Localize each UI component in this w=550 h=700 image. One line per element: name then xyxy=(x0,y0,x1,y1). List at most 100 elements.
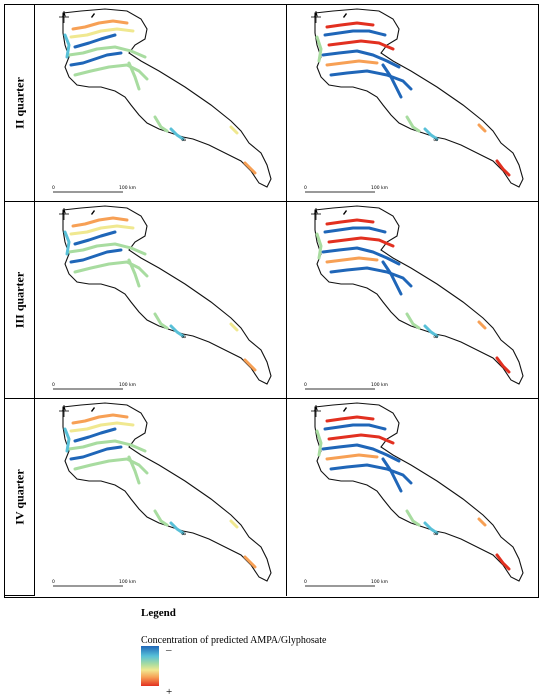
river-segment xyxy=(63,33,71,59)
river-segment xyxy=(405,312,421,330)
region-outline xyxy=(314,205,524,385)
river-segment xyxy=(153,115,169,133)
river-segment xyxy=(73,63,149,81)
river-segment xyxy=(69,51,123,67)
small-mark-icon xyxy=(343,210,347,215)
north-arrow-icon xyxy=(59,405,69,417)
river-segment xyxy=(169,324,185,338)
river-segment xyxy=(73,457,149,475)
region-outline xyxy=(62,205,272,385)
river-segment xyxy=(69,421,135,433)
row-label-1: II quarter xyxy=(5,5,35,202)
river-segment xyxy=(69,224,135,236)
region-outline xyxy=(314,402,524,582)
river-segment xyxy=(327,39,395,51)
river-segment xyxy=(73,230,117,246)
river-segment xyxy=(325,256,379,264)
north-arrow-icon xyxy=(59,11,69,23)
river-segment xyxy=(477,517,487,527)
river-segment xyxy=(381,260,403,296)
row-label-text: IV quarter xyxy=(12,469,26,525)
river-segment xyxy=(229,322,239,332)
legend-low-symbol: – xyxy=(166,644,172,656)
region-outline xyxy=(62,8,272,188)
row-label-text: III quarter xyxy=(12,271,26,329)
river-segment xyxy=(323,423,387,431)
river-segment xyxy=(153,509,169,527)
scale-bar-end-label: 100 km xyxy=(119,579,136,585)
river-segment xyxy=(321,49,401,69)
north-arrow-icon xyxy=(311,208,321,220)
scale-bar-end-label: 100 km xyxy=(119,382,136,388)
river-segment xyxy=(243,555,257,569)
river-segment xyxy=(477,320,487,330)
legend-high-symbol: + xyxy=(166,686,173,698)
small-mark-icon xyxy=(343,407,347,412)
river-segment xyxy=(243,161,257,175)
river-segment xyxy=(67,439,147,453)
river-segment xyxy=(73,427,117,443)
river-segment xyxy=(153,312,169,330)
river-segment xyxy=(329,266,413,288)
river-segment xyxy=(323,226,387,234)
legend-color-ramp xyxy=(141,646,159,686)
river-segment xyxy=(405,509,421,527)
river-segment xyxy=(495,356,511,374)
legend-title: Legend xyxy=(141,607,176,619)
river-segment xyxy=(69,27,135,39)
river-segment xyxy=(477,123,487,133)
river-segment xyxy=(67,242,147,256)
river-segment xyxy=(63,427,71,453)
scale-bar-end-label: 100 km xyxy=(371,382,388,388)
scale-bar-end-label: 100 km xyxy=(371,579,388,585)
map-panel: ∞ 0 100 km xyxy=(35,202,287,399)
river-segment xyxy=(71,413,129,425)
river-segment xyxy=(325,453,379,461)
map-panel: ∞ 0 100 km xyxy=(35,399,287,596)
river-segment xyxy=(325,218,375,226)
map-panel: ∞ 0 100 km xyxy=(287,202,539,399)
river-segment xyxy=(315,232,323,260)
river-segment xyxy=(325,59,379,67)
river-segment xyxy=(423,324,439,338)
river-segment xyxy=(73,33,117,49)
river-segment xyxy=(405,115,421,133)
scale-bar-start-label: 0 xyxy=(304,579,307,585)
scale-bar-end-label: 100 km xyxy=(371,185,388,191)
river-segment xyxy=(229,519,239,529)
region-outline xyxy=(62,402,272,582)
river-segment xyxy=(381,63,403,99)
river-segment xyxy=(169,521,185,535)
river-segment xyxy=(329,69,413,91)
small-mark-icon xyxy=(91,13,95,18)
map-panel: ∞ 0 100 km xyxy=(287,5,539,202)
river-segment xyxy=(423,127,439,141)
coastal-marker-icon: ∞ xyxy=(433,530,439,538)
river-segment xyxy=(327,433,395,445)
coastal-marker-icon: ∞ xyxy=(181,333,187,341)
north-arrow-icon xyxy=(59,208,69,220)
river-segment xyxy=(321,246,401,266)
river-segment xyxy=(495,553,511,571)
river-segment xyxy=(71,216,129,228)
coastal-marker-icon: ∞ xyxy=(433,136,439,144)
river-segment xyxy=(69,248,123,264)
river-segment xyxy=(315,429,323,457)
river-segment xyxy=(169,127,185,141)
small-mark-icon xyxy=(91,407,95,412)
map-grid: II quarter ∞ 0 100 km ∞ 0 100 km III quarter ∞ 0 1… xyxy=(4,4,539,598)
river-segment xyxy=(325,415,375,423)
map-panel: ∞ 0 100 km xyxy=(287,399,539,596)
river-segment xyxy=(327,236,395,248)
scale-bar-start-label: 0 xyxy=(52,185,55,191)
north-arrow-icon xyxy=(311,11,321,23)
scale-bar-start-label: 0 xyxy=(304,382,307,388)
river-segment xyxy=(381,457,403,493)
row-label-text: II quarter xyxy=(12,77,26,129)
scale-bar-start-label: 0 xyxy=(304,185,307,191)
region-outline xyxy=(314,8,524,188)
river-segment xyxy=(69,445,123,461)
river-segment xyxy=(63,230,71,256)
legend-caption: Concentration of predicted AMPA/Glyphosa… xyxy=(141,635,327,646)
river-segment xyxy=(329,463,413,485)
